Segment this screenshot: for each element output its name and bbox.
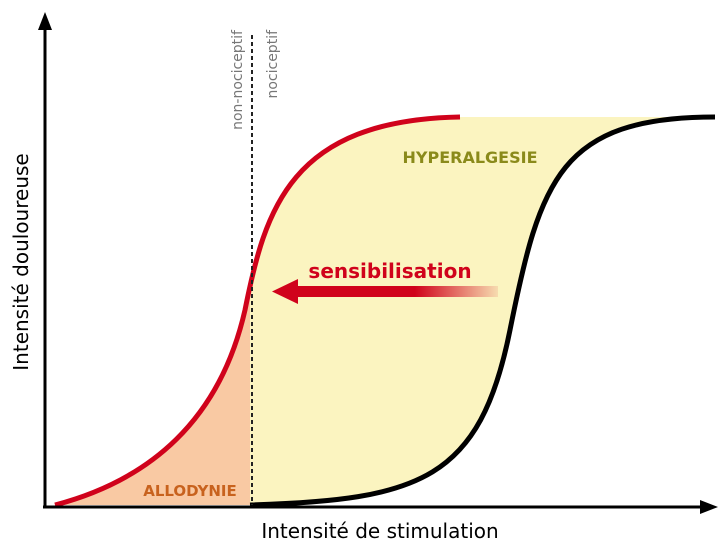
allodynia-area xyxy=(55,292,250,505)
nociceptive-label: nociceptif xyxy=(265,29,281,99)
allodynia-label: ALLODYNIE xyxy=(143,482,237,500)
sensitized-curve xyxy=(54,114,461,508)
x-axis-label: Intensité de stimulation xyxy=(261,519,498,543)
sensitization-arrow-shaft xyxy=(290,286,498,297)
hyperalgesia-area xyxy=(250,117,715,505)
hyperalgesia-label: HYPERALGESIE xyxy=(403,148,538,167)
sensitization-arrow-head xyxy=(272,279,298,304)
normal-curve xyxy=(249,114,716,508)
sensitization-label: sensibilisation xyxy=(308,259,471,283)
y-axis-arrow xyxy=(38,12,52,30)
y-axis-label: Intensité douloureuse xyxy=(9,153,33,370)
x-axis-arrow xyxy=(700,500,718,514)
non-nociceptive-label: non-nociceptif xyxy=(230,29,246,130)
